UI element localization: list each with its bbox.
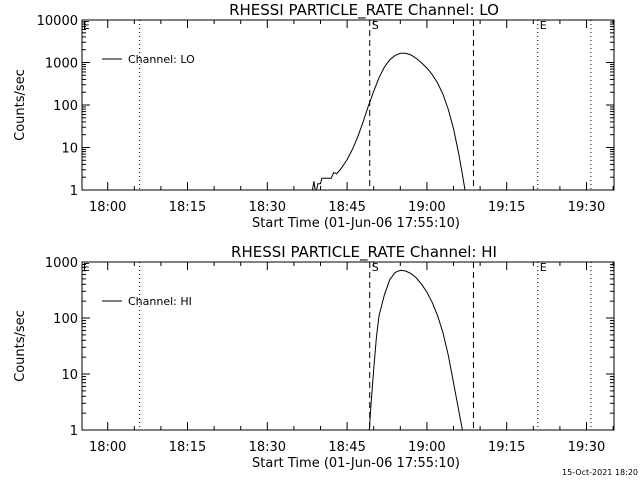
legend-label: Channel: HI (128, 295, 192, 308)
series-line (312, 52, 466, 191)
x-tick-label: 18:45 (328, 440, 365, 455)
y-axis-label: Counts/sec (13, 69, 28, 141)
y-tick-label: 1000 (45, 57, 78, 72)
time-marker-label: E (83, 261, 90, 274)
y-tick-label: 10 (61, 368, 78, 383)
x-tick-label: 19:30 (568, 440, 605, 455)
y-tick-label: 1 (70, 424, 78, 439)
x-axis-label: Start Time (01-Jun-06 17:55:10) (252, 456, 460, 471)
hi-channel-panel: RHESSI PARTICLE_RATE Channel: HI 1 10 100 10… (13, 243, 615, 471)
time-marker-label: S (372, 19, 379, 32)
x-tick-label: 18:15 (169, 440, 206, 455)
x-tick-label: 18:00 (89, 440, 126, 455)
x-tick-label: 19:00 (408, 440, 445, 455)
y-tick-label: 10 (61, 142, 78, 157)
y-tick-label: 10000 (37, 14, 78, 29)
x-axis-label: Start Time (01-Jun-06 17:55:10) (252, 216, 460, 231)
time-marker-label: E (540, 261, 547, 274)
x-tick-label: 19:30 (568, 200, 605, 215)
x-tick-label: 18:00 (89, 200, 126, 215)
y-axis-label: Counts/sec (13, 310, 28, 382)
series-line (368, 269, 463, 431)
time-marker-label: E (540, 19, 547, 32)
y-tick-label: 1000 (45, 256, 78, 271)
y-tick-label: 100 (53, 99, 78, 114)
time-marker-label: S (372, 261, 379, 274)
lo-channel-panel: RHESSI PARTICLE_RATE Channel: LO 1 10 100 10… (13, 1, 615, 231)
x-tick-label: 18:15 (169, 200, 206, 215)
plot-frame (81, 261, 615, 431)
time-marker-label: E (83, 19, 90, 32)
chart-title: RHESSI PARTICLE_RATE Channel: HI (231, 243, 497, 262)
y-tick-label: 1 (70, 184, 78, 199)
x-tick-label: 19:15 (488, 200, 525, 215)
footer-timestamp: 15-Oct-2021 18:20 (562, 468, 638, 477)
x-tick-label: 19:00 (408, 200, 445, 215)
x-tick-label: 18:30 (249, 200, 286, 215)
x-tick-label: 18:45 (328, 200, 365, 215)
legend-label: Channel: LO (128, 53, 195, 66)
x-tick-label: 19:15 (488, 440, 525, 455)
chart-title: RHESSI PARTICLE_RATE Channel: LO (229, 1, 499, 20)
plot-frame (81, 19, 615, 191)
x-tick-label: 18:30 (249, 440, 286, 455)
y-tick-label: 100 (53, 312, 78, 327)
